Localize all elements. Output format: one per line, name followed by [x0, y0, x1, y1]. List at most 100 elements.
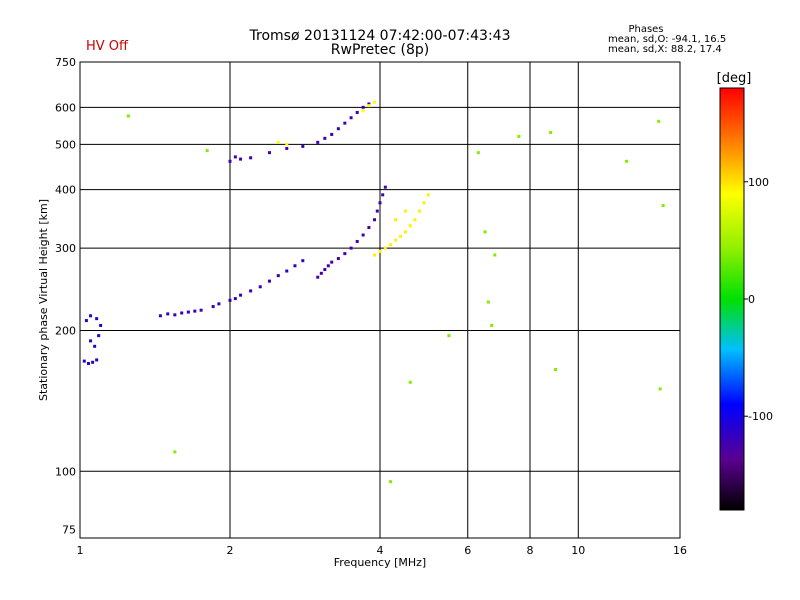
data-point — [373, 218, 377, 222]
data-point — [373, 100, 377, 104]
data-point — [367, 102, 371, 106]
data-points — [82, 100, 665, 484]
data-point — [349, 246, 353, 250]
data-point — [375, 209, 379, 213]
data-point — [330, 132, 334, 136]
data-point — [549, 131, 553, 135]
data-point — [99, 323, 103, 327]
data-point — [82, 359, 86, 363]
data-point — [389, 243, 393, 247]
data-point — [258, 285, 262, 289]
data-point — [355, 239, 359, 243]
data-point — [180, 311, 184, 315]
data-point — [301, 259, 305, 263]
data-point — [389, 480, 393, 484]
data-point — [476, 151, 480, 155]
data-point — [383, 246, 387, 250]
data-point — [343, 121, 347, 125]
y-tick-label: 75 — [62, 524, 76, 537]
data-point — [186, 310, 190, 314]
data-point — [343, 252, 347, 256]
data-point — [267, 151, 271, 155]
data-point — [553, 368, 557, 372]
data-point — [285, 146, 289, 150]
data-point — [86, 361, 90, 365]
data-point — [367, 226, 371, 230]
data-point — [413, 218, 417, 222]
data-point — [233, 297, 237, 301]
data-point — [239, 157, 243, 161]
data-point — [276, 274, 280, 278]
data-point — [426, 193, 430, 197]
y-tick-label: 600 — [55, 101, 76, 114]
y-tick-label: 400 — [55, 184, 76, 197]
colorbar-tick-label: 0 — [748, 293, 755, 306]
data-point — [95, 317, 99, 321]
x-tick-label: 4 — [377, 544, 384, 557]
data-point — [336, 127, 340, 131]
colorbar-ticks: 100 0 -100 — [744, 176, 773, 423]
data-point — [84, 319, 88, 323]
x-axis-label: Frequency [MHz] — [334, 556, 426, 569]
data-point — [228, 298, 232, 302]
data-point — [301, 144, 305, 148]
x-tick-label: 16 — [673, 544, 687, 557]
data-point — [319, 271, 323, 275]
y-tick-label: 300 — [55, 242, 76, 255]
plot-area-frame — [79, 61, 681, 539]
x-tick-label: 8 — [527, 544, 534, 557]
data-point — [486, 300, 490, 304]
colorbar-tick-label: 100 — [748, 176, 769, 189]
x-tick-label: 6 — [464, 544, 471, 557]
colorbar-tick-label: -100 — [748, 410, 773, 423]
data-point — [625, 159, 629, 163]
axis-ticks: 1 2 4 6 8 10 16 75 100 200 300 400 500 600 750 — [55, 56, 687, 557]
data-point — [199, 308, 203, 312]
y-tick-label: 100 — [55, 465, 76, 478]
data-point — [285, 269, 289, 273]
data-point — [493, 253, 497, 257]
data-point — [361, 109, 365, 113]
data-point — [95, 358, 99, 362]
data-point — [173, 313, 177, 317]
data-point — [658, 387, 662, 391]
data-point — [228, 159, 232, 163]
data-point — [336, 257, 340, 261]
x-tick-label: 10 — [571, 544, 585, 557]
y-tick-label: 500 — [55, 138, 76, 151]
data-point — [323, 136, 327, 140]
data-point — [158, 314, 162, 318]
data-point — [361, 105, 365, 109]
data-point — [361, 233, 365, 237]
data-point — [408, 380, 412, 384]
data-point — [394, 238, 398, 242]
data-point — [211, 305, 215, 309]
data-point — [447, 334, 451, 338]
data-point — [373, 253, 377, 257]
data-point — [399, 234, 403, 238]
phase-stats-o: mean, sd,O: -94.1, 16.5 — [608, 34, 726, 45]
data-point — [217, 302, 221, 306]
chart-title: Tromsø 20131124 07:42:00-07:43:43 — [249, 28, 511, 44]
phase-heading: Phases — [628, 24, 663, 35]
data-point — [93, 344, 97, 348]
data-point — [126, 114, 130, 118]
data-point — [383, 185, 387, 189]
data-point — [97, 334, 101, 338]
hv-status-label: HV Off — [86, 39, 129, 54]
phase-stats-x: mean, sd,X: 88.2, 17.4 — [608, 44, 722, 55]
data-point — [403, 209, 407, 213]
data-point — [378, 250, 382, 254]
data-point — [490, 323, 494, 327]
colorbar — [719, 87, 745, 511]
data-point — [378, 201, 382, 205]
data-point — [285, 142, 289, 146]
y-tick-label: 200 — [55, 324, 76, 337]
data-point — [394, 218, 398, 222]
data-point — [193, 309, 197, 313]
chart-subtitle: RwPretec (8p) — [331, 42, 429, 58]
data-point — [367, 104, 371, 108]
data-point — [316, 275, 320, 279]
data-point — [326, 264, 330, 268]
